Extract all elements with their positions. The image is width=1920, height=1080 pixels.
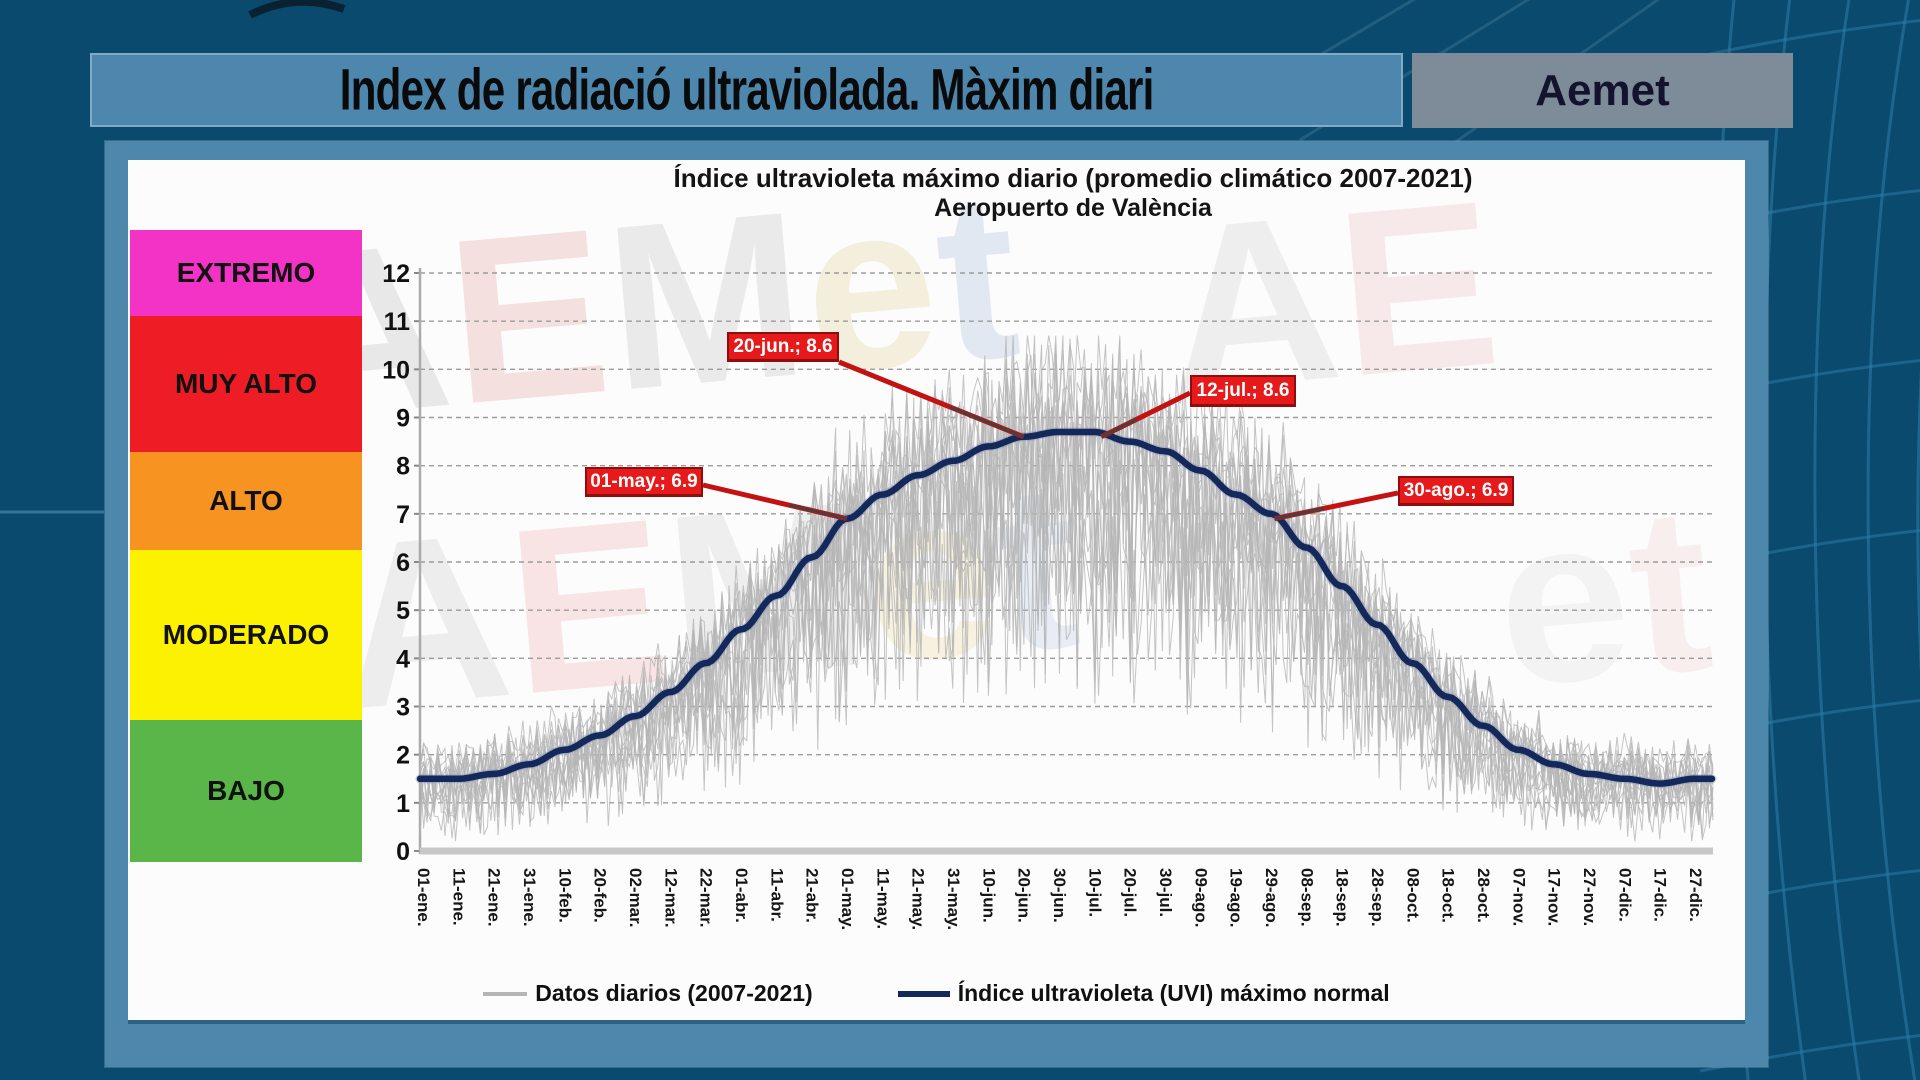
uv-scale-label: MODERADO [162,619,330,650]
x-tick-label: 11-ene. [449,868,468,926]
y-tick-label: 7 [396,501,410,529]
uv-scale-band-moderado: MODERADO [130,550,362,720]
x-tick-label: 27-dic. [1686,868,1705,922]
legend-item: Datos diarios (2007-2021) [483,980,813,1007]
y-tick-label: 6 [396,549,410,577]
chart-title-block: Índice ultravioleta máximo diario (prome… [428,162,1718,222]
top-left-logo-arc [248,0,346,19]
uv-scale-band-bajo: BAJO [130,720,362,862]
x-tick-label: 29-ago. [1262,868,1281,928]
x-tick-label: 20-jun. [1015,868,1034,923]
x-tick-label: 10-jul. [1085,868,1104,917]
chart-title: Índice ultravioleta máximo diario (prome… [673,163,1473,193]
chart-legend: Datos diarios (2007-2021) Índice ultravio… [128,980,1745,1007]
uv-scale-label: MUY ALTO [174,368,318,399]
x-tick-label: 01-abr. [732,868,751,923]
x-tick-label: 18-oct. [1439,868,1458,923]
x-tick-label: 28-sep. [1368,868,1387,927]
x-tick-label: 30-jul. [1156,868,1175,917]
x-tick-label: 09-ago. [1191,868,1210,928]
x-tick-label: 19-ago. [1227,868,1246,928]
slide-title: Index de radiació ultraviolada. Màxim di… [339,57,1155,123]
annotation-leader-tip [949,405,1025,439]
x-tick-label: 01-ene. [414,868,433,927]
x-tick-label: 30-jun. [1050,868,1069,923]
annotation-leader-tip [789,503,848,521]
x-tick-label: 28-oct. [1474,868,1493,923]
x-tick-label: 01-may. [838,868,857,930]
daily-data-series [419,368,1714,833]
uv-scale-label: ALTO [209,485,283,516]
x-tick-label: 12-mar. [661,868,680,928]
uv-scale-band-extremo: EXTREMO [130,230,362,316]
legend-label: Datos diarios (2007-2021) [535,980,813,1006]
x-tick-label: 11-abr. [767,868,786,922]
uvi-normal-curve [416,428,1716,787]
annotation-leader-tip [1100,417,1138,439]
y-tick-label: 10 [382,356,410,384]
x-tick-label: 31-ene. [520,868,539,927]
annotation-leader-tip [1274,506,1325,521]
legend-label: Índice ultravioleta (UVI) máximo normal [957,980,1390,1006]
y-tick-label: 4 [396,645,410,673]
y-tick-label: 0 [396,838,410,866]
chart-frame: AEMet AEMet AE et Índice ultravioleta máxim… [104,140,1769,1068]
x-tick-label: 02-mar. [626,868,645,928]
daily-data-series [419,352,1714,834]
legend-line-swatch [897,990,950,997]
x-tick-label: 17-dic. [1651,868,1670,922]
x-tick-label: 27-nov. [1580,868,1599,926]
y-tick-label: 3 [396,694,410,722]
y-tick-label: 8 [396,453,410,481]
uv-scale-label: EXTREMO [176,257,316,288]
brand-label: Aemet [1535,65,1670,115]
x-tick-label: 20-jul. [1121,868,1140,917]
uv-scale-band-muy-alto: MUY ALTO [130,316,362,452]
x-tick-label: 08-sep. [1297,868,1316,927]
y-tick-label: 1 [396,790,410,818]
x-tick-label: 21-may. [909,868,928,930]
x-tick-label: 21-abr. [803,868,822,923]
x-tick-label: 22-mar. [697,868,716,928]
x-tick-label: 18-sep. [1333,868,1352,927]
x-tick-label: 17-nov. [1545,868,1564,926]
y-tick-label: 11 [384,308,411,336]
uv-chart: 01-ene. 11-ene. 21-ene. 31-ene. 10-feb. 20-fe… [382,260,1717,930]
chart-panel: AEMet AEMet AE et Índice ultravioleta máxim… [128,160,1745,1020]
x-tick-label: 11-may. [873,868,892,929]
y-tick-label: 12 [382,260,410,288]
y-tick-label: 5 [396,597,410,625]
chart-subtitle: Aeropuerto de València [934,194,1212,222]
x-tick-label: 20-feb. [591,868,610,923]
x-tick-label: 07-nov. [1509,868,1528,926]
x-tick-label: 07-dic. [1615,868,1634,922]
uv-scale-band-alto: ALTO [130,452,362,550]
x-tick-label: 10-feb. [555,868,574,923]
legend-item: Índice ultravioleta (UVI) máximo normal [897,980,1390,1007]
uv-risk-scale: EXTREMO MUY ALTO ALTO MODERADO BAJO [130,230,362,862]
y-tick-label: 2 [396,742,410,770]
x-tick-label: 21-ene. [485,868,504,927]
y-tick-label: 9 [396,405,410,433]
x-tick-label: 08-oct. [1403,868,1422,923]
legend-line-swatch [483,991,528,996]
uv-scale-label: BAJO [207,775,285,806]
brand-box: Aemet [1412,53,1793,128]
x-tick-label: 10-jun. [979,868,998,923]
x-tick-label: 31-may. [944,868,963,930]
slide-title-bar: Index de radiació ultraviolada. Màxim di… [90,53,1403,127]
